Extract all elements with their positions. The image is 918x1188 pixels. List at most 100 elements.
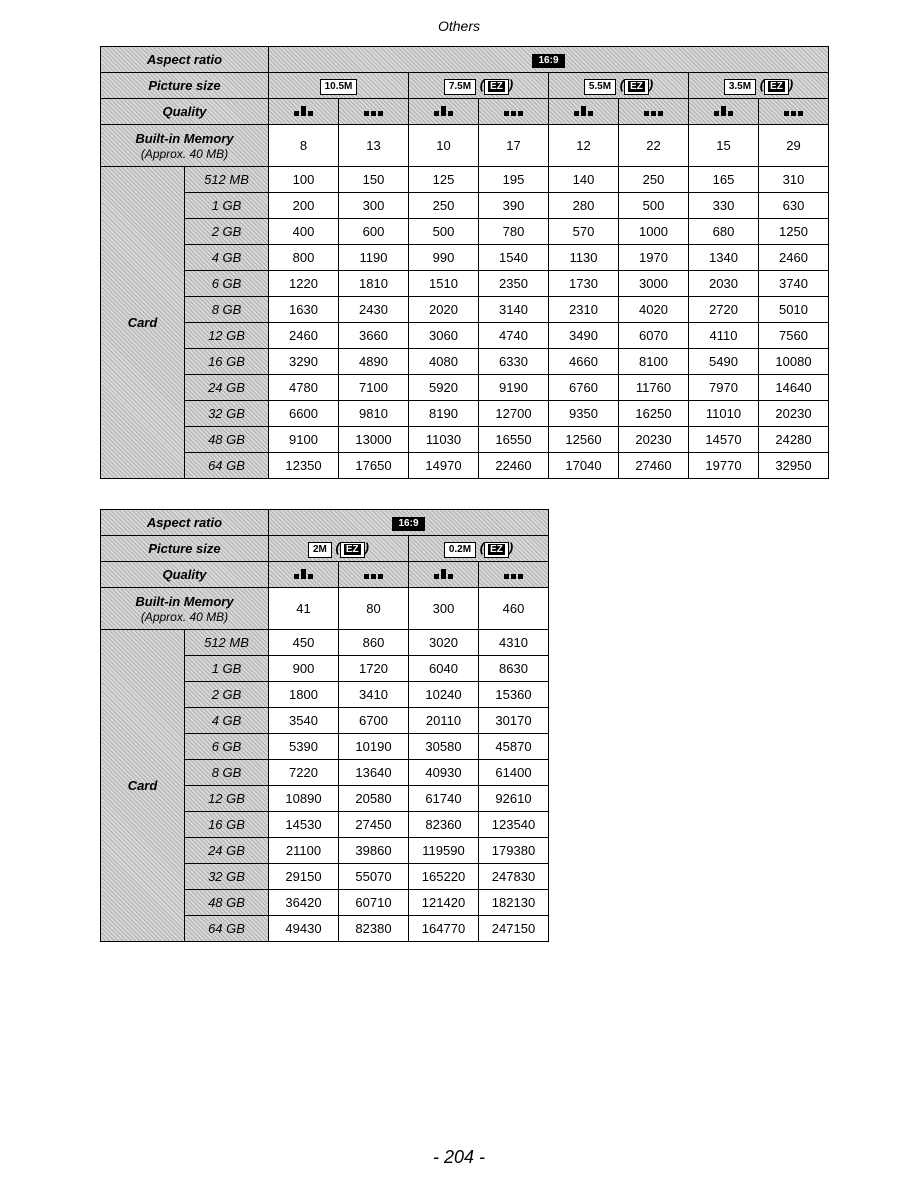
cell-value: 5920 [409,375,479,401]
row-storage-size: 1 GB [185,193,269,219]
cell-value: 61740 [409,786,479,812]
cell-value: 182130 [479,890,549,916]
cell-value: 6070 [619,323,689,349]
cell-value: 450 [269,630,339,656]
cell-value: 1800 [269,682,339,708]
cell-value: 7970 [689,375,759,401]
cell-value: 4080 [409,349,479,375]
cell-value: 119590 [409,838,479,864]
cell-value: 11760 [619,375,689,401]
cell-value: 310 [759,167,829,193]
cell-value: 22460 [479,453,549,479]
cell-value: 247830 [479,864,549,890]
cell-value: 27450 [339,812,409,838]
cell-value: 3000 [619,271,689,297]
cell-value: 3290 [269,349,339,375]
cell-value: 30580 [409,734,479,760]
header-quality-fine [549,99,619,125]
cell-value: 165 [689,167,759,193]
header-size: 3.5M (EZ) [689,73,829,99]
cell-value: 92610 [479,786,549,812]
cell-value: 12350 [269,453,339,479]
cell-value: 29150 [269,864,339,890]
row-storage-size: 1 GB [185,656,269,682]
cell-value: 900 [269,656,339,682]
header-quality-fine [689,99,759,125]
cell-value: 80 [339,588,409,630]
cell-value: 4740 [479,323,549,349]
header-size: 7.5M (EZ) [409,73,549,99]
row-storage-size: 8 GB [185,297,269,323]
cell-value: 6600 [269,401,339,427]
cell-value: 165220 [409,864,479,890]
cell-value: 125 [409,167,479,193]
cell-value: 7220 [269,760,339,786]
header-quality-std [339,562,409,588]
cell-value: 20230 [619,427,689,453]
cell-value: 3140 [479,297,549,323]
row-storage-size: 512 MB [185,630,269,656]
row-storage-size: 24 GB [185,838,269,864]
cell-value: 49430 [269,916,339,942]
cell-value: 2020 [409,297,479,323]
cell-value: 1970 [619,245,689,271]
cell-value: 45870 [479,734,549,760]
cell-value: 29 [759,125,829,167]
cell-value: 55070 [339,864,409,890]
cell-value: 10 [409,125,479,167]
row-storage-size: 16 GB [185,812,269,838]
row-storage-size: 8 GB [185,760,269,786]
cell-value: 1340 [689,245,759,271]
cell-value: 990 [409,245,479,271]
cell-value: 1130 [549,245,619,271]
cell-value: 2460 [759,245,829,271]
row-storage-size: 6 GB [185,271,269,297]
cell-value: 1000 [619,219,689,245]
cell-value: 400 [269,219,339,245]
row-storage-size: 32 GB [185,401,269,427]
cell-value: 300 [409,588,479,630]
cell-value: 82360 [409,812,479,838]
cell-value: 179380 [479,838,549,864]
cell-value: 6330 [479,349,549,375]
header-quality-fine [409,99,479,125]
cell-value: 630 [759,193,829,219]
row-storage-size: 64 GB [185,916,269,942]
cell-value: 3490 [549,323,619,349]
cell-value: 14530 [269,812,339,838]
header-quality-std [619,99,689,125]
cell-value: 12700 [479,401,549,427]
cell-value: 1630 [269,297,339,323]
cell-value: 20110 [409,708,479,734]
cell-value: 500 [409,219,479,245]
header-picture-size: Picture size [101,73,269,99]
row-storage-size: 24 GB [185,375,269,401]
cell-value: 5010 [759,297,829,323]
cell-value: 16550 [479,427,549,453]
cell-value: 8190 [409,401,479,427]
cell-value: 13 [339,125,409,167]
cell-value: 24280 [759,427,829,453]
cell-value: 9100 [269,427,339,453]
row-storage-size: 48 GB [185,427,269,453]
cell-value: 14570 [689,427,759,453]
row-storage-size: 12 GB [185,786,269,812]
row-storage-size: 48 GB [185,890,269,916]
cell-value: 800 [269,245,339,271]
cell-value: 2310 [549,297,619,323]
cell-value: 3410 [339,682,409,708]
cell-value: 7100 [339,375,409,401]
header-quality: Quality [101,99,269,125]
cell-value: 21100 [269,838,339,864]
cell-value: 1730 [549,271,619,297]
capacity-table: Aspect ratio16:9Picture size2M (EZ)0.2M … [100,509,549,942]
cell-value: 1510 [409,271,479,297]
header-picture-size: Picture size [101,536,269,562]
row-card-label: Card [101,167,185,479]
cell-value: 32950 [759,453,829,479]
header-size: 10.5M [269,73,409,99]
header-aspect-value: 16:9 [269,47,829,73]
cell-value: 12 [549,125,619,167]
cell-value: 500 [619,193,689,219]
row-storage-size: 64 GB [185,453,269,479]
